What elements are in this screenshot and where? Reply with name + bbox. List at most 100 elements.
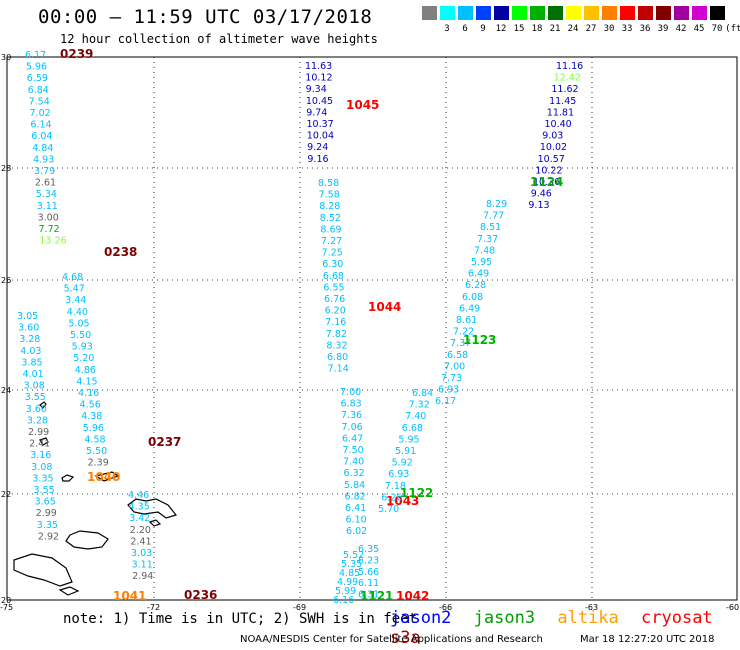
wave-height-value: 3.44 — [65, 295, 86, 306]
lon-tick-label: -66 — [439, 603, 452, 612]
pass-time-label: 1124 — [530, 175, 563, 189]
color-swatch — [674, 6, 689, 20]
pass-time-label: 1042 — [396, 589, 429, 603]
wave-height-value: 7.82 — [326, 329, 347, 340]
color-scale-label: 33 — [621, 24, 633, 34]
wave-height-value: 7.77 — [483, 211, 504, 222]
wave-height-value: 7.73 — [441, 373, 462, 384]
wave-height-value: 6.32 — [344, 468, 365, 479]
wave-height-value: 2.61 — [35, 178, 56, 189]
timestamp-text: Mar 18 12:27:20 UTC 2018 — [580, 634, 715, 645]
wave-height-value: 6.11 — [358, 578, 379, 589]
wave-height-value: 6.20 — [325, 306, 346, 317]
wave-height-value: 6.59 — [27, 73, 48, 84]
pass-time-label: 1040 — [87, 470, 120, 484]
wave-height-value: 4.56 — [80, 400, 101, 411]
wave-height-value: 6.14 — [30, 120, 51, 131]
wave-height-value: 7.32 — [409, 400, 430, 411]
wave-height-value: 5.66 — [358, 567, 379, 578]
wave-height-value: 6.08 — [462, 292, 483, 303]
wave-height-value: 6.31 — [358, 590, 379, 601]
wave-height-value: 2.92 — [38, 531, 59, 542]
pass-time-label: 0237 — [148, 435, 181, 449]
wave-height-value: 3.35 — [32, 473, 53, 484]
wave-height-value: 4.16 — [78, 388, 99, 399]
color-scale-label: 9 — [480, 24, 486, 34]
island-outline — [39, 401, 47, 409]
legend-jason3: jason3 — [473, 608, 536, 628]
color-scale-label: 18 — [531, 24, 543, 34]
wave-height-value: 7.40 — [405, 411, 426, 422]
wave-height-value: 7.58 — [319, 190, 340, 201]
wave-height-value: 7.37 — [477, 234, 498, 245]
color-scale-label: 21 — [549, 24, 561, 34]
color-swatch — [512, 6, 527, 20]
wave-height-value: 8.28 — [319, 201, 340, 212]
color-swatch — [584, 6, 599, 20]
pass-time-label: 1122 — [400, 486, 433, 500]
wave-height-value: 3.85 — [21, 357, 42, 368]
lat-tick-label: 20 — [1, 596, 11, 605]
wave-height-value: 7.00 — [340, 387, 361, 398]
wave-height-value: 3.03 — [131, 548, 152, 559]
wave-height-value: 3.60 — [18, 323, 39, 334]
wave-height-value: 4.68 — [62, 272, 83, 283]
satellite-legend: jason2 jason3 altika cryosat s3a — [390, 608, 740, 648]
color-scale-label: 42 — [675, 24, 687, 34]
color-swatch — [566, 6, 581, 20]
wave-height-value: 3.42 — [129, 513, 150, 524]
wave-height-value: 6.80 — [327, 352, 348, 363]
pass-time-label: 1041 — [113, 589, 146, 603]
wave-height-value: 7.18 — [385, 481, 406, 492]
wave-height-value: 9.34 — [306, 84, 327, 95]
wave-height-value: 2.41 — [130, 536, 151, 547]
wave-height-value: 8.52 — [320, 213, 341, 224]
wave-height-value: 5.93 — [72, 342, 93, 353]
legend-cryosat: cryosat — [641, 608, 713, 628]
wave-height-value: 10.12 — [305, 73, 332, 84]
wave-height-value: 4.58 — [84, 434, 105, 445]
wave-height-value: 2.99 — [36, 508, 57, 519]
wave-height-value: 6.41 — [345, 503, 366, 514]
color-swatch — [710, 6, 725, 20]
wave-height-value: 6.93 — [388, 469, 409, 480]
wave-height-value: 10.45 — [306, 96, 333, 107]
wave-height-value: 3.28 — [19, 334, 40, 345]
wave-height-value: 6.49 — [459, 303, 480, 314]
wave-height-value: 9.24 — [307, 142, 328, 153]
wave-height-value: 7.36 — [341, 410, 362, 421]
lon-tick-label: -63 — [585, 603, 598, 612]
wave-height-value: 10.02 — [540, 142, 567, 153]
color-swatch — [494, 6, 509, 20]
color-scale-label: 30 — [603, 24, 615, 34]
wave-height-value: 13.26 — [39, 236, 66, 247]
wave-height-value: 4.99 — [337, 577, 358, 588]
wave-height-value: 2.39 — [88, 458, 109, 469]
wave-height-value: 5.50 — [70, 330, 91, 341]
wave-height-value: 6.02 — [346, 526, 367, 537]
lat-tick-label: 30 — [1, 53, 11, 62]
lat-tick-label: 28 — [1, 164, 11, 173]
wave-height-value: 4.46 — [128, 490, 149, 501]
lat-tick-label: 22 — [1, 490, 11, 499]
wave-height-value: 3.00 — [38, 212, 59, 223]
color-scale-label: 15 — [513, 24, 525, 34]
lon-tick-label: -75 — [0, 603, 13, 612]
island-outline — [65, 530, 109, 550]
wave-height-value: 7.48 — [474, 245, 495, 256]
wave-height-value: 4.15 — [76, 376, 97, 387]
wave-height-value: 8.58 — [318, 178, 339, 189]
wave-height-value: 2.41 — [29, 439, 50, 450]
wave-height-value: 10.22 — [535, 165, 562, 176]
wave-height-value: 6.28 — [465, 280, 486, 291]
color-scale-label: 39 — [657, 24, 669, 34]
color-scale-unit: (ft) — [725, 24, 740, 34]
color-swatch — [656, 6, 671, 20]
wave-height-value: 6.68 — [402, 423, 423, 434]
color-scale-label: 70 — [711, 24, 723, 34]
pass-time-label: 1123 — [463, 333, 496, 347]
wave-height-value: 5.20 — [73, 353, 94, 364]
wave-height-value: 3.05 — [17, 311, 38, 322]
wave-height-value: 6.47 — [342, 433, 363, 444]
color-swatch — [620, 6, 635, 20]
